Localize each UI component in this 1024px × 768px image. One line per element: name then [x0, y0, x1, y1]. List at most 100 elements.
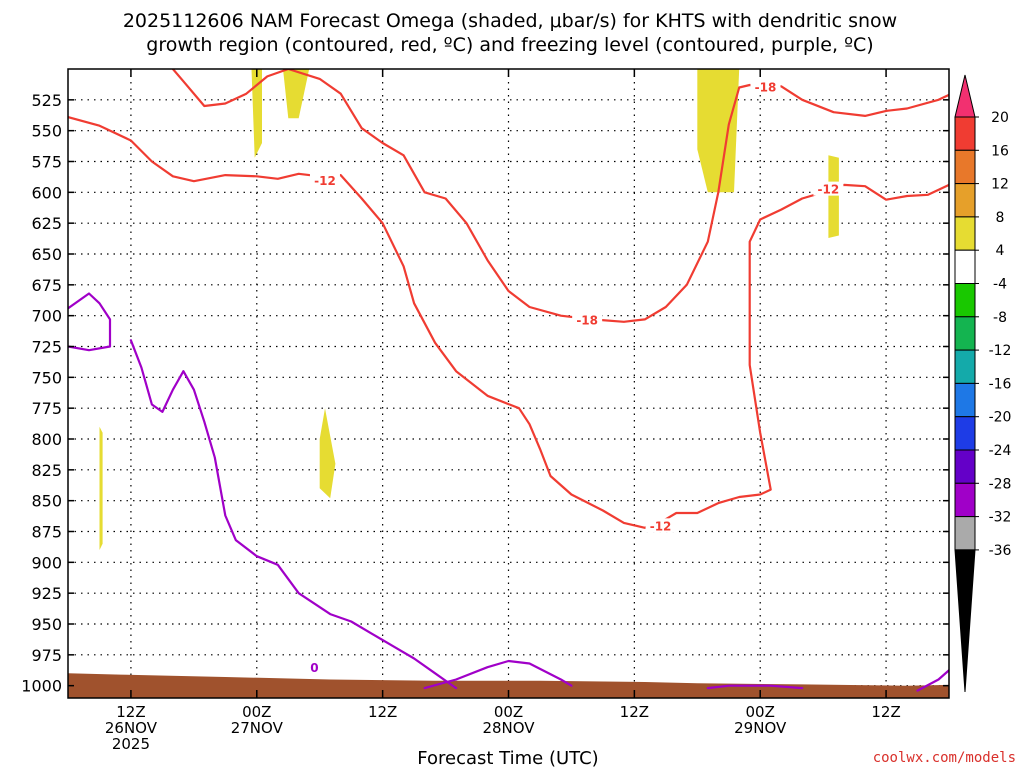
- colorbar-top-arrow: [954, 74, 976, 118]
- y-tick-label: 725: [31, 338, 62, 357]
- contour-label: -12: [314, 174, 336, 188]
- freezing-level-contour: [68, 292, 112, 352]
- colorbar-swatch: [954, 116, 976, 151]
- y-tick-label: 550: [31, 122, 62, 141]
- contour-label: -18: [755, 80, 777, 94]
- omega-shade-region: [828, 155, 839, 238]
- contour-label-bg: [813, 181, 844, 196]
- x-tick-label: 28NOV: [482, 719, 535, 737]
- y-tick-label: 900: [31, 553, 62, 572]
- y-tick-label: 600: [31, 183, 62, 202]
- y-tick-label: 625: [31, 214, 62, 233]
- contour-label: -18: [576, 313, 598, 327]
- y-tick-label: 750: [31, 368, 62, 387]
- freezing-level-contour: [423, 659, 573, 690]
- dendritic-contour: [68, 115, 332, 183]
- contour-label-bg: [572, 312, 603, 327]
- colorbar: 20 16 12 8 4 -4 -8 -12 -16 -20 -24 -28 -32 -36: [954, 74, 1012, 693]
- terrain-fill: [68, 673, 949, 698]
- y-tick-label: 575: [31, 153, 62, 172]
- y-tick-label: 800: [31, 430, 62, 449]
- omega-shade-region: [283, 69, 310, 119]
- colorbar-bottom-arrow: [954, 549, 976, 693]
- contour-label: -12: [650, 519, 672, 533]
- freezing-level-contour: [706, 684, 804, 690]
- colorbar-label: -4: [993, 277, 1007, 293]
- x-tick-label: 00Z: [494, 703, 523, 721]
- contour-label-bg: [645, 518, 676, 533]
- colorbar-swatch: [954, 449, 976, 484]
- x-tick-label: 12Z: [871, 703, 900, 721]
- x-tick-label: 27NOV: [231, 719, 284, 737]
- watermark: coolwx.com/models: [873, 750, 1016, 766]
- terrain: [68, 673, 949, 698]
- colorbar-swatch: [954, 216, 976, 251]
- title-line-2: growth region (contoured, red, ºC) and f…: [146, 34, 873, 56]
- chart-title: 2025112606 NAM Forecast Omega (shaded, μ…: [123, 10, 897, 56]
- contour-label-bg: [750, 79, 781, 94]
- x-tick-label: 00Z: [746, 703, 775, 721]
- omega-shade-region: [319, 408, 336, 499]
- contour-label-bg: [309, 173, 340, 187]
- colorbar-swatch: [954, 283, 976, 318]
- x-tick-label: 12Z: [368, 703, 397, 721]
- colorbar-swatch: [954, 382, 976, 418]
- freezing-level-contour: [129, 339, 458, 690]
- freezing-level-contour: [916, 668, 949, 692]
- y-axis: 525 550 575 600 625 650 675 700 725 750 775 800 825 8…: [21, 91, 949, 696]
- x-tick-label: 12Z: [620, 703, 649, 721]
- colorbar-swatch: [954, 516, 976, 551]
- x-axis-label: Forecast Time (UTC): [417, 748, 598, 768]
- contour-label: 0: [310, 661, 318, 675]
- colorbar-label: -32: [989, 510, 1012, 526]
- colorbar-swatch: [954, 482, 976, 518]
- colorbar-label: 12: [991, 177, 1009, 193]
- colorbar-label: 8: [996, 210, 1005, 226]
- y-tick-label: 950: [31, 615, 62, 634]
- y-tick-label: 850: [31, 492, 62, 511]
- colorbar-swatch: [954, 183, 976, 218]
- colorbar-label: -28: [989, 476, 1012, 492]
- y-tick-label: 1000: [21, 677, 62, 696]
- dendritic-contour: [329, 174, 949, 529]
- colorbar-swatch: [954, 249, 976, 284]
- colorbar-label: -20: [989, 410, 1012, 426]
- colorbar-label: 16: [991, 143, 1009, 159]
- x-tick-label: 26NOV: [105, 719, 158, 737]
- colorbar-label: 4: [996, 243, 1005, 259]
- omega-shade-region: [99, 426, 103, 550]
- y-tick-label: 925: [31, 584, 62, 603]
- x-tick-label: 12Z: [116, 703, 145, 721]
- plot-frame: [67, 68, 950, 699]
- colorbar-swatch: [954, 149, 976, 185]
- y-tick-label: 700: [31, 307, 62, 326]
- y-tick-label: 775: [31, 399, 62, 418]
- y-tick-label: 975: [31, 646, 62, 665]
- colorbar-label: -12: [989, 343, 1012, 359]
- colorbar-swatch: [954, 316, 976, 351]
- colorbar-swatch: [954, 349, 976, 384]
- colorbar-label: -36: [989, 543, 1012, 559]
- title-line-1: 2025112606 NAM Forecast Omega (shaded, μ…: [123, 10, 897, 32]
- contour-label: -12: [818, 183, 840, 197]
- contour-labels: -12 -18 -12 -18 -12 0: [307, 79, 844, 675]
- y-tick-label: 825: [31, 461, 62, 480]
- colorbar-label: -8: [993, 310, 1007, 326]
- colorbar-label: 20: [991, 110, 1009, 126]
- omega-shade-region: [697, 69, 740, 193]
- omega-shade-region: [251, 69, 262, 158]
- omega-shading: [99, 69, 839, 550]
- x-tick-label: 2025: [112, 735, 150, 753]
- colorbar-swatch: [954, 416, 976, 451]
- y-tick-label: 675: [31, 276, 62, 295]
- y-tick-label: 875: [31, 523, 62, 542]
- y-tick-label: 650: [31, 245, 62, 264]
- x-tick-label: 00Z: [242, 703, 271, 721]
- colorbar-label: -24: [989, 443, 1012, 459]
- colorbar-label: -16: [989, 376, 1012, 392]
- x-tick-label: 29NOV: [734, 719, 787, 737]
- contour-label-bg: [307, 660, 322, 675]
- y-tick-label: 525: [31, 91, 62, 110]
